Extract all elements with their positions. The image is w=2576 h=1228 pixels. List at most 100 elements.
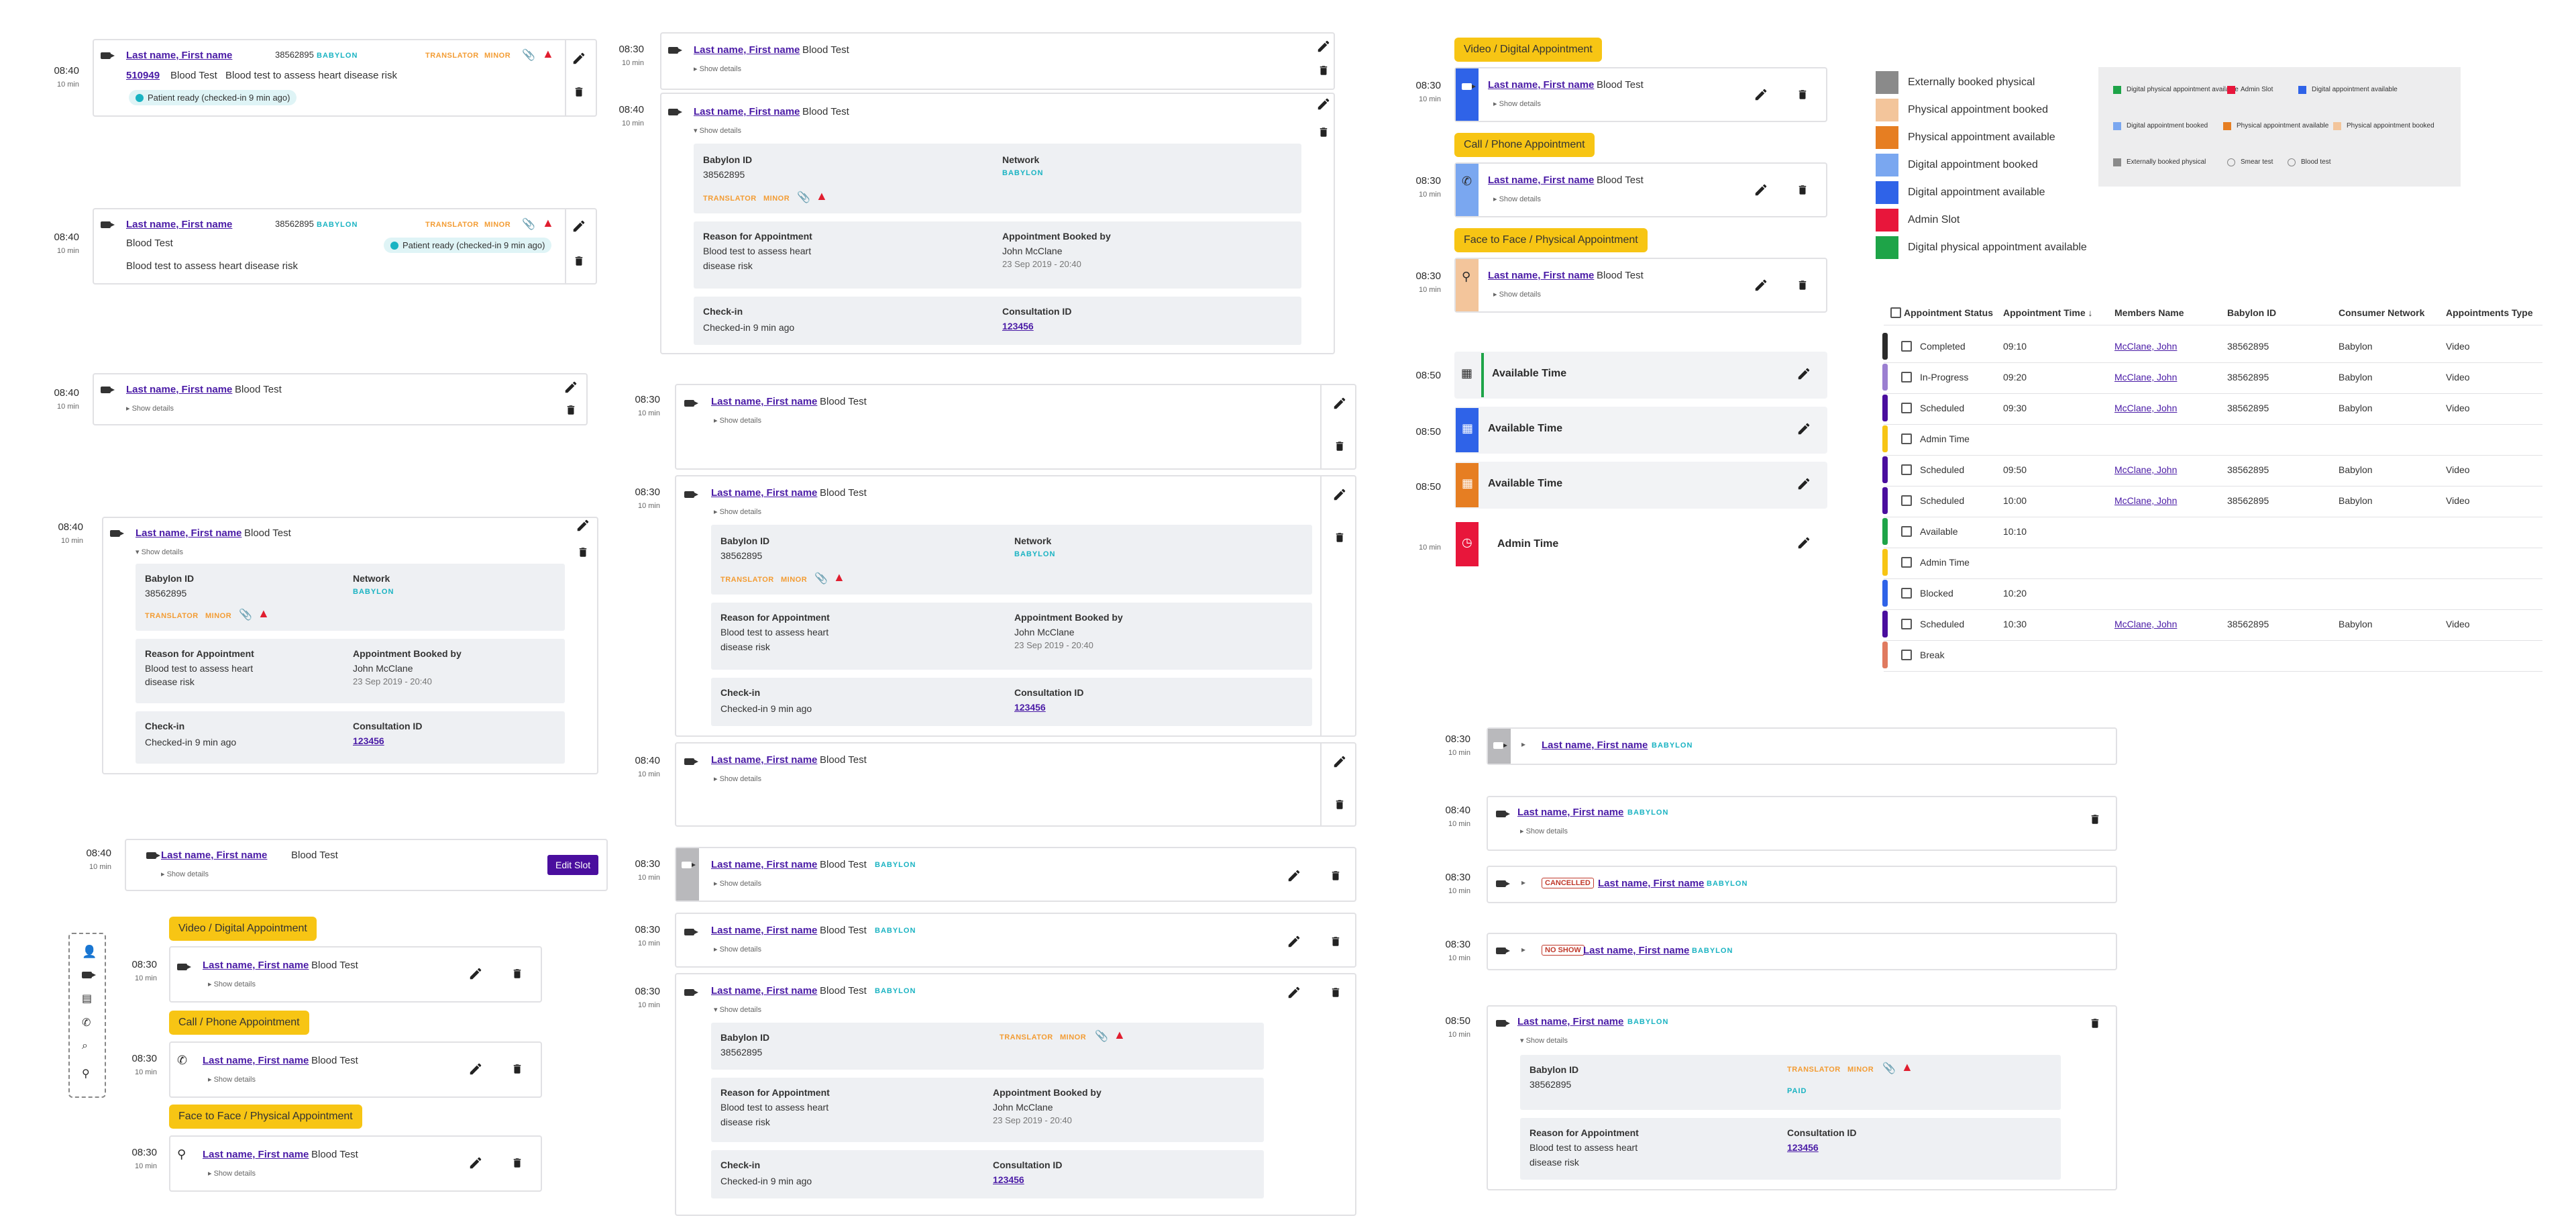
physical-icon[interactable]: ⚲ <box>82 1068 90 1080</box>
column-header[interactable]: Appointment Status <box>1904 307 1993 318</box>
show-details-toggle[interactable]: ▾ Show details <box>1520 1037 1568 1045</box>
member-name-link[interactable]: Last name, First name <box>1542 739 1648 751</box>
delete-bin-icon[interactable] <box>1796 278 1809 293</box>
member-name-link[interactable]: Last name, First name <box>126 384 233 395</box>
member-name-link[interactable]: Last name, First name <box>711 487 818 499</box>
row-checkbox[interactable] <box>1901 372 1912 382</box>
row-checkbox[interactable] <box>1901 495 1912 506</box>
add-user-icon[interactable]: 👤 <box>82 945 97 958</box>
appointment-card[interactable]: Last name, First name 38562895 BABYLON T… <box>93 208 597 285</box>
row-checkbox[interactable] <box>1901 650 1912 660</box>
member-name-link[interactable]: Last name, First name <box>1583 945 1690 956</box>
member-name-link[interactable]: McClane, John <box>2114 341 2178 352</box>
show-details-toggle[interactable]: ▸ Show details <box>161 870 209 878</box>
show-details-toggle[interactable]: ▸ Show details <box>208 1076 256 1084</box>
edit-pencil-icon[interactable] <box>1316 39 1331 54</box>
available-time-slot[interactable]: ▦ Available Time <box>1454 407 1827 454</box>
delete-bin-icon[interactable] <box>1330 868 1342 883</box>
row-checkbox[interactable] <box>1901 588 1912 599</box>
consult-id-link[interactable]: 123456 <box>1787 1142 1819 1153</box>
show-details-toggle[interactable]: ▸ Show details <box>714 880 761 888</box>
appointment-card-expanded[interactable]: Last name, First name Blood Test ▾ Show … <box>102 517 598 774</box>
delete-bin-icon[interactable] <box>511 966 523 981</box>
member-name-link[interactable]: McClane, John <box>2114 372 2178 382</box>
appointment-card[interactable]: Last name, First name Blood Test ▸ Show … <box>1454 67 1827 122</box>
compact-appointment-expanded[interactable]: Last name, First name BABYLON ▾ Show det… <box>1487 1005 2117 1190</box>
delete-bin-icon[interactable] <box>511 1156 523 1170</box>
member-name-link[interactable]: Last name, First name <box>126 50 233 61</box>
delete-bin-icon[interactable] <box>2089 812 2101 827</box>
appointment-card-external[interactable]: Last name, First name Blood Test BABYLON… <box>675 847 1356 902</box>
edit-pencil-icon[interactable] <box>1316 97 1331 111</box>
delete-bin-icon[interactable] <box>1334 530 1346 545</box>
expand-chevron-icon[interactable]: ▸ <box>1521 739 1526 749</box>
compact-appointment-row[interactable]: ▸ CANCELLED Last name, First name BABYLO… <box>1487 866 2117 903</box>
delete-bin-icon[interactable] <box>1318 125 1330 140</box>
compact-appointment-row[interactable]: ▸ NO SHOW Last name, First name BABYLON <box>1487 933 2117 970</box>
consult-id-link[interactable]: 123456 <box>1014 702 1046 713</box>
member-name-link[interactable]: Last name, First name <box>711 985 818 996</box>
column-header[interactable]: Babylon ID <box>2227 307 2277 318</box>
appointment-card[interactable]: Last name, First name Blood Test BABYLON… <box>675 913 1356 968</box>
edit-slot-button[interactable]: Edit Slot <box>547 855 599 875</box>
row-checkbox[interactable] <box>1901 403 1912 413</box>
row-checkbox[interactable] <box>1901 526 1912 537</box>
edit-pencil-icon[interactable] <box>572 219 586 234</box>
delete-bin-icon[interactable] <box>2089 1016 2101 1031</box>
member-name-link[interactable]: McClane, John <box>2114 464 2178 475</box>
member-name-link[interactable]: Last name, First name <box>136 527 242 539</box>
edit-pencil-icon[interactable] <box>1796 535 1811 550</box>
consult-id-link[interactable]: 123456 <box>1002 321 1034 331</box>
member-name-link[interactable]: Last name, First name <box>1488 79 1595 91</box>
show-details-toggle[interactable]: ▸ Show details <box>714 775 761 783</box>
edit-pencil-icon[interactable] <box>572 51 586 66</box>
show-details-toggle[interactable]: ▾ Show details <box>136 548 183 556</box>
member-name-link[interactable]: Last name, First name <box>1517 807 1624 818</box>
edit-pencil-icon[interactable] <box>1796 366 1811 381</box>
member-name-link[interactable]: Last name, First name <box>711 859 818 870</box>
edit-pencil-icon[interactable] <box>468 1062 483 1076</box>
person-search-icon[interactable]: ⌕ <box>82 1040 88 1052</box>
row-checkbox[interactable] <box>1901 433 1912 444</box>
edit-pencil-icon[interactable] <box>1332 754 1347 769</box>
appointment-card[interactable]: Last name, First name Blood Test ▸ Show … <box>660 32 1335 90</box>
appointment-card[interactable]: Last name, First name Blood Test ▸ Show … <box>169 946 542 1003</box>
edit-pencil-icon[interactable] <box>1796 421 1811 436</box>
delete-bin-icon[interactable] <box>1330 985 1342 1000</box>
column-header[interactable]: Members Name <box>2114 307 2184 318</box>
compact-appointment-row[interactable]: Last name, First name BABYLON ▸ Show det… <box>1487 796 2117 851</box>
member-name-link[interactable]: Last name, First name <box>711 754 818 766</box>
edit-pencil-icon[interactable] <box>1796 476 1811 491</box>
delete-bin-icon[interactable] <box>511 1062 523 1076</box>
show-details-toggle[interactable]: ▸ Show details <box>1520 827 1568 835</box>
appointment-card[interactable]: ⚲ Last name, First name Blood Test ▸ Sho… <box>1454 258 1827 313</box>
show-details-toggle[interactable]: ▸ Show details <box>1493 100 1541 108</box>
show-details-toggle[interactable]: ▾ Show details <box>714 1006 761 1014</box>
expand-chevron-icon[interactable]: ▸ <box>1521 945 1526 954</box>
column-header[interactable]: Consumer Network <box>2339 307 2425 318</box>
show-details-toggle[interactable]: ▸ Show details <box>126 405 174 413</box>
row-checkbox[interactable] <box>1901 557 1912 568</box>
edit-pencil-icon[interactable] <box>1287 868 1301 883</box>
edit-pencil-icon[interactable] <box>1332 487 1347 502</box>
delete-bin-icon[interactable] <box>1796 87 1809 102</box>
available-time-slot[interactable]: ▦ Available Time <box>1454 462 1827 509</box>
edit-pencil-icon[interactable] <box>1754 183 1768 197</box>
delete-bin-icon[interactable] <box>1334 797 1346 812</box>
appointment-card[interactable]: Last name, First name Blood Test ▸ Show … <box>93 373 588 425</box>
edit-pencil-icon[interactable] <box>1754 278 1768 293</box>
appointment-card[interactable]: ✆ Last name, First name Blood Test ▸ Sho… <box>1454 162 1827 217</box>
column-header[interactable]: Appointment Time ↓ <box>2003 307 2093 318</box>
member-name-link[interactable]: Last name, First name <box>694 44 800 56</box>
member-name-link[interactable]: Last name, First name <box>711 925 818 936</box>
member-name-link[interactable]: Last name, First name <box>203 960 309 971</box>
delete-bin-icon[interactable] <box>577 545 589 560</box>
delete-bin-icon[interactable] <box>573 254 585 268</box>
appointment-card-expanded[interactable]: Last name, First name Blood Test BABYLON… <box>675 973 1356 1216</box>
row-checkbox[interactable] <box>1901 464 1912 475</box>
show-details-toggle[interactable]: ▸ Show details <box>1493 195 1541 203</box>
member-name-link[interactable]: McClane, John <box>2114 495 2178 506</box>
edit-pencil-icon[interactable] <box>576 518 590 533</box>
member-name-link[interactable]: McClane, John <box>2114 403 2178 413</box>
row-checkbox[interactable] <box>1901 619 1912 629</box>
